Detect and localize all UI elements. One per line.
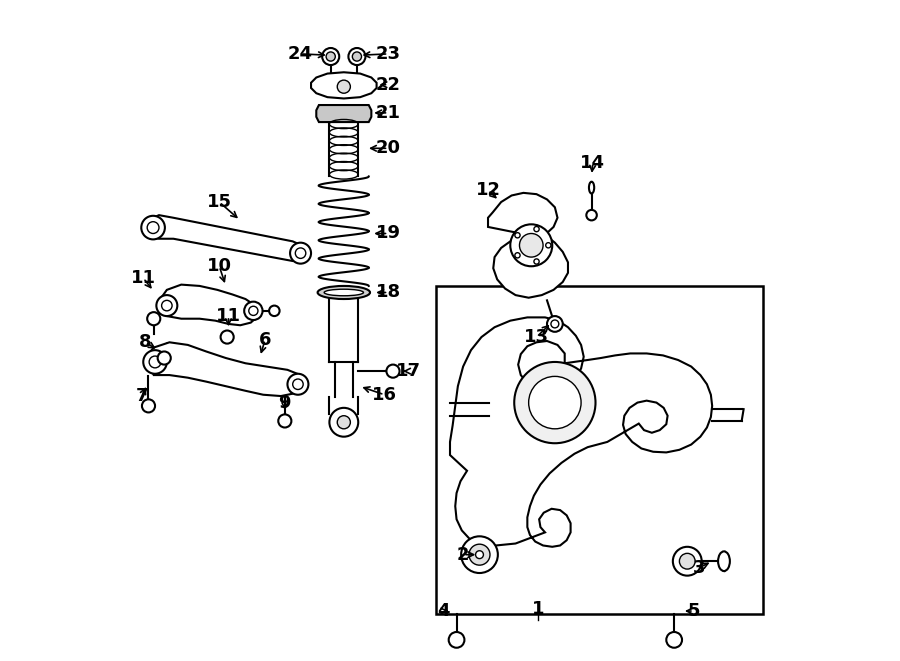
Circle shape <box>158 352 171 365</box>
Circle shape <box>673 547 702 576</box>
Polygon shape <box>145 342 306 396</box>
Circle shape <box>322 48 339 65</box>
Ellipse shape <box>318 286 370 299</box>
Circle shape <box>148 312 160 325</box>
Circle shape <box>515 233 520 238</box>
Text: 11: 11 <box>216 307 241 325</box>
Circle shape <box>142 399 155 412</box>
Circle shape <box>248 306 258 315</box>
Circle shape <box>475 551 483 559</box>
Circle shape <box>352 52 362 61</box>
Circle shape <box>469 544 490 565</box>
Polygon shape <box>450 317 712 547</box>
Text: 18: 18 <box>376 284 401 301</box>
Text: 10: 10 <box>207 257 232 275</box>
Text: 8: 8 <box>139 333 151 351</box>
Circle shape <box>515 253 520 258</box>
Circle shape <box>292 379 303 389</box>
Text: 5: 5 <box>688 602 700 620</box>
Circle shape <box>157 295 177 316</box>
Text: 15: 15 <box>207 193 232 211</box>
Text: 2: 2 <box>457 546 470 564</box>
Circle shape <box>534 227 539 232</box>
Ellipse shape <box>718 551 730 571</box>
Text: 21: 21 <box>376 104 400 122</box>
Polygon shape <box>142 215 309 261</box>
Circle shape <box>534 259 539 264</box>
Circle shape <box>244 301 263 320</box>
Text: 16: 16 <box>372 386 397 404</box>
Circle shape <box>326 52 336 61</box>
Circle shape <box>338 80 350 93</box>
Text: 20: 20 <box>376 139 400 157</box>
Circle shape <box>551 320 559 328</box>
Circle shape <box>290 243 311 264</box>
Text: 23: 23 <box>376 45 400 63</box>
Circle shape <box>329 408 358 437</box>
Circle shape <box>528 376 581 429</box>
Polygon shape <box>488 193 568 297</box>
Text: 11: 11 <box>130 269 156 287</box>
Text: 24: 24 <box>288 45 313 63</box>
Circle shape <box>287 373 309 395</box>
Circle shape <box>510 224 553 266</box>
Polygon shape <box>160 285 258 325</box>
Ellipse shape <box>324 290 364 295</box>
Circle shape <box>269 305 280 316</box>
Polygon shape <box>311 72 376 98</box>
Circle shape <box>148 221 159 233</box>
Text: 19: 19 <box>376 225 400 243</box>
Circle shape <box>295 248 306 258</box>
Circle shape <box>461 536 498 573</box>
Circle shape <box>519 233 543 257</box>
Circle shape <box>514 362 596 444</box>
Circle shape <box>348 48 365 65</box>
Ellipse shape <box>589 182 594 194</box>
Circle shape <box>547 316 562 332</box>
Circle shape <box>220 330 234 344</box>
Text: 13: 13 <box>524 328 549 346</box>
Text: 3: 3 <box>693 559 706 577</box>
Text: 1: 1 <box>532 600 544 618</box>
Circle shape <box>143 350 166 373</box>
Circle shape <box>149 356 161 368</box>
Circle shape <box>278 414 292 428</box>
Circle shape <box>162 300 172 311</box>
Circle shape <box>141 215 165 239</box>
Circle shape <box>680 553 695 569</box>
Circle shape <box>449 632 464 648</box>
Circle shape <box>386 365 400 377</box>
Text: 7: 7 <box>136 387 149 405</box>
Text: 12: 12 <box>475 181 500 199</box>
Text: 9: 9 <box>279 393 291 412</box>
Polygon shape <box>316 105 372 122</box>
Text: 4: 4 <box>437 602 450 620</box>
Text: 22: 22 <box>376 76 400 94</box>
Circle shape <box>666 632 682 648</box>
Circle shape <box>586 210 597 220</box>
Text: 17: 17 <box>396 362 420 380</box>
FancyBboxPatch shape <box>436 286 763 613</box>
Circle shape <box>545 243 551 248</box>
Circle shape <box>338 416 350 429</box>
Text: 14: 14 <box>580 154 606 172</box>
Text: 6: 6 <box>259 330 272 348</box>
